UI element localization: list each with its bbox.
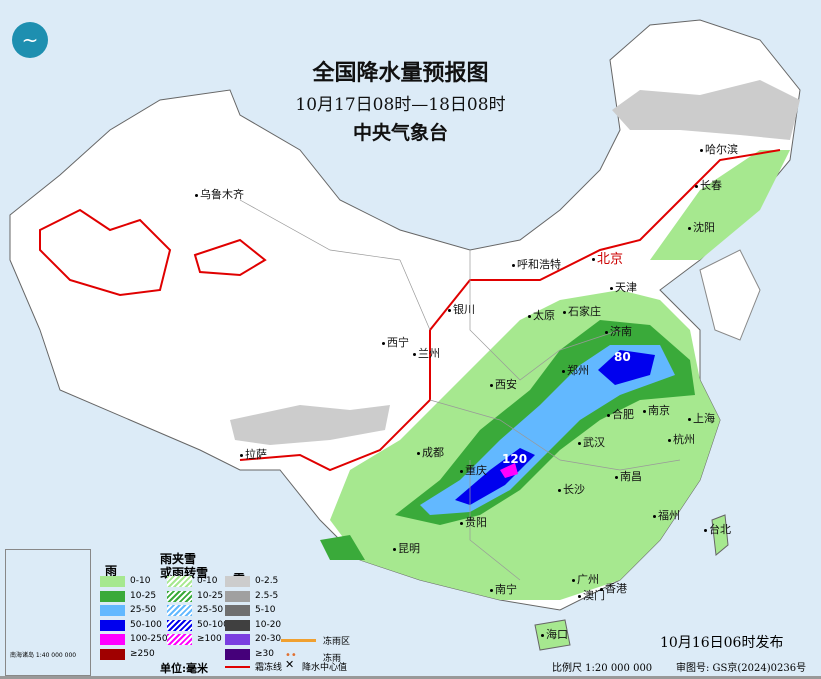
legend-label: 50-100 (130, 619, 162, 630)
city-label: 兰州 (413, 345, 440, 361)
rain-100-250 (500, 463, 518, 478)
city-label: 台北 (704, 521, 731, 537)
legend-swatch-rain (100, 576, 125, 587)
city-label: 西宁 (382, 334, 409, 350)
legend-swatch-rain (100, 619, 125, 631)
city-label: 重庆 (460, 462, 487, 478)
city-label: 广州 (572, 571, 599, 587)
city-label: 长沙 (558, 481, 585, 497)
legend-swatch-sleet (167, 634, 192, 645)
city-label: 昆明 (393, 540, 420, 556)
snow-area-tibet (230, 405, 390, 445)
south-china-sea-inset (5, 549, 91, 676)
legend-swatch-sleet (167, 590, 192, 602)
city-label: 合肥 (607, 406, 634, 422)
legend-label: 10-25 (130, 590, 157, 601)
legend-swatch-sleet (167, 619, 192, 631)
rain-50-100 (455, 350, 655, 505)
legend-swatch-snow (225, 648, 250, 660)
legend-label: 2.5-5 (255, 590, 279, 601)
legend-unit: 单位:毫米 (160, 662, 209, 675)
city-label: 济南 (605, 323, 632, 339)
center-mark-icon: ✕ (285, 658, 295, 671)
legend-label: 25-50 (130, 605, 157, 615)
scale: 比例尺 1:20 000 000 (552, 663, 653, 674)
legend-label: 10-25 (197, 590, 224, 601)
center-value: 80 (614, 350, 631, 364)
inset-label: 南海诸岛 1:40 000 000 (10, 652, 77, 659)
city-label: 郑州 (562, 362, 589, 378)
city-label: 福州 (653, 507, 680, 523)
legend-swatch-rain (100, 634, 125, 645)
legend-label: 降水中心值 (302, 663, 348, 673)
legend-swatch-rain (100, 605, 125, 616)
snow-area-northeast (612, 80, 800, 140)
cma-logo: ~ (12, 22, 48, 58)
frost-line-symbol (225, 666, 250, 668)
legend-label: 0-10 (197, 576, 218, 586)
legend-sleet-title: 雨夹雪 (160, 552, 197, 566)
legend-label: 10-20 (255, 619, 282, 630)
legend-label: 5-10 (255, 605, 276, 615)
legend-label: 50-100 (197, 619, 229, 630)
center-value: 120 (502, 452, 528, 466)
legend-label: 冻雨区 (323, 637, 351, 647)
freezing-rain-symbol: •• (285, 650, 297, 661)
city-label: 长春 (695, 177, 722, 193)
legend-swatch-snow (225, 576, 250, 587)
issue-time: 10月16日06时发布 (660, 635, 784, 651)
city-label: 拉萨 (240, 446, 267, 462)
legend-swatch-snow (225, 590, 250, 602)
legend-label: 0-10 (130, 576, 151, 586)
city-label: 南宁 (490, 581, 517, 597)
city-label: 北京 (592, 248, 623, 267)
legend-label: 25-50 (197, 605, 224, 615)
city-label: 武汉 (578, 434, 605, 450)
legend-label: 0-2.5 (255, 576, 279, 586)
legend-swatch-sleet (167, 605, 192, 616)
province-borders (239, 199, 681, 581)
footer-bar (0, 676, 821, 679)
city-label: 海口 (541, 626, 568, 642)
map-approval-number: 审图号: GS京(2024)0236号 (676, 663, 807, 674)
legend-label: ≥30 (255, 648, 274, 659)
legend-label: 20-30 (255, 634, 282, 644)
legend-label: 冻雨 (323, 654, 342, 664)
legend-swatch-rain (100, 590, 125, 602)
legend-rain-title: 雨 (105, 564, 118, 578)
legend-swatch-snow (225, 619, 250, 631)
city-label: 石家庄 (563, 303, 601, 319)
city-label: 天津 (610, 279, 637, 295)
legend-label: ≥100 (197, 634, 222, 644)
legend-label: 100-250 (130, 634, 168, 644)
city-label: 成都 (417, 444, 444, 460)
city-label: 贵阳 (460, 514, 487, 530)
city-label: 沈阳 (688, 219, 715, 235)
city-label: 南京 (643, 402, 670, 418)
legend-swatch-snow (225, 634, 250, 645)
city-label: 上海 (688, 410, 715, 426)
legend-swatch-snow (225, 605, 250, 616)
city-label: 哈尔滨 (700, 141, 738, 157)
city-label: 银川 (448, 301, 475, 317)
freezing-rain-zone-symbol (281, 639, 316, 642)
map-title: 全国降水量预报图 (312, 60, 489, 86)
city-label: 南昌 (615, 468, 642, 484)
agency-name: 中央气象台 (352, 122, 448, 144)
land-korea (699, 249, 761, 341)
legend-label: 霜冻线 (255, 663, 283, 673)
city-label: 杭州 (668, 431, 695, 447)
legend-swatch-sleet (167, 576, 192, 587)
city-label: 太原 (528, 307, 555, 323)
city-label: 香港 (600, 580, 627, 596)
city-label: 呼和浩特 (512, 256, 561, 272)
legend-swatch-rain (100, 648, 125, 660)
city-label: 西安 (490, 376, 517, 392)
forecast-period: 10月17日08时—18日08时 (295, 95, 506, 115)
city-label: 乌鲁木齐 (195, 186, 244, 202)
legend: 雨 雨夹雪 或雨转雪 雪 0-1010-2525-5050-100100-250… (95, 550, 385, 675)
legend-label: ≥250 (130, 648, 155, 659)
